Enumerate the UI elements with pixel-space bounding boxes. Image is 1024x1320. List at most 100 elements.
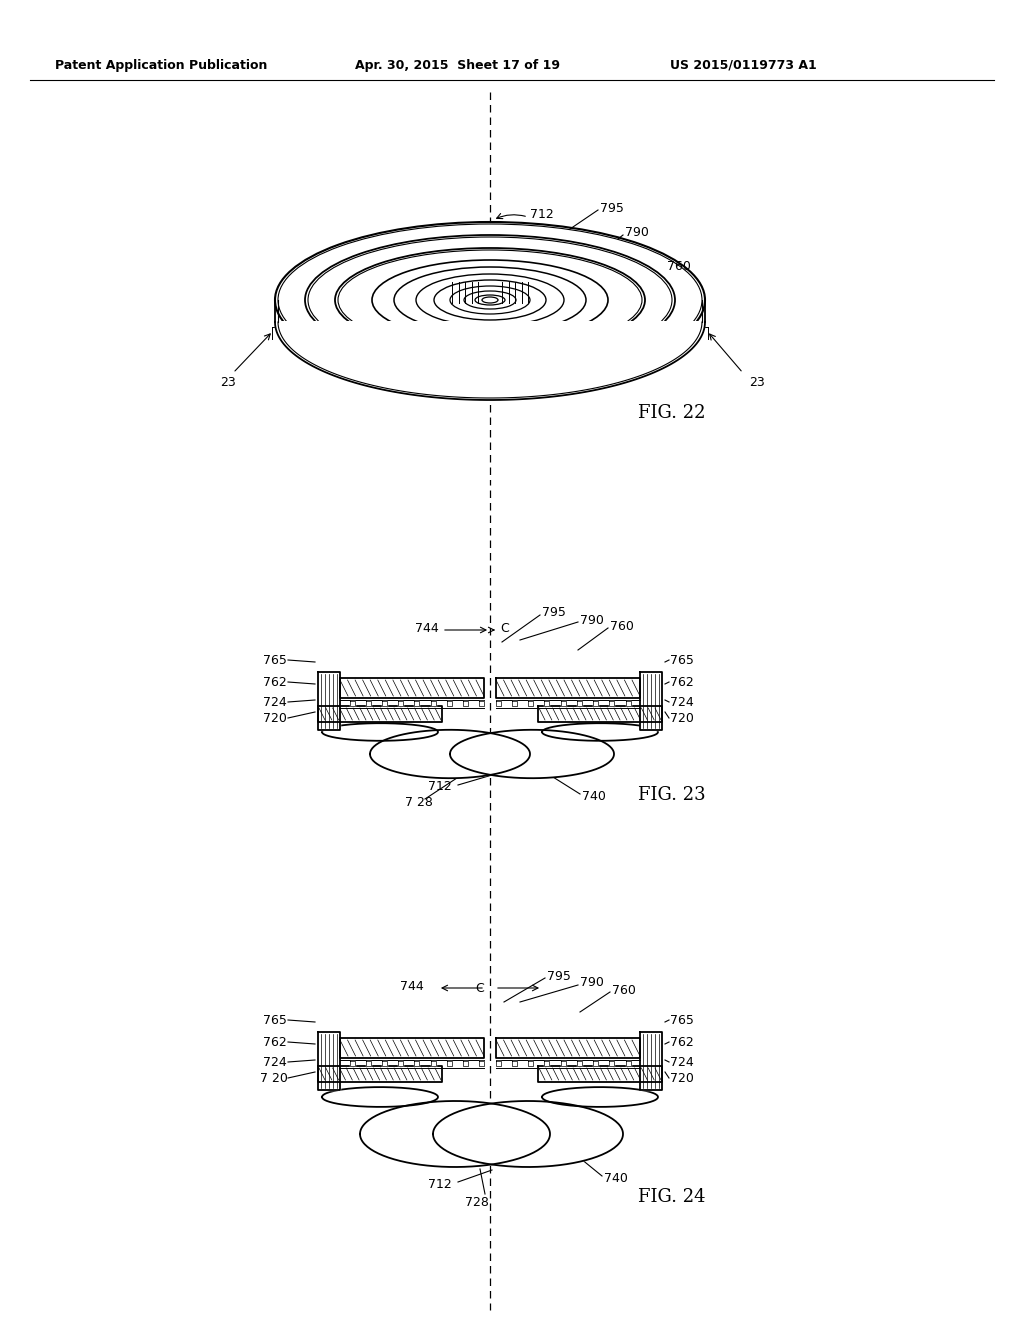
Polygon shape [609,701,614,706]
Text: 724: 724 [263,696,287,709]
Polygon shape [318,706,442,722]
Polygon shape [593,1061,598,1067]
Text: 790: 790 [625,227,649,239]
Polygon shape [431,1061,435,1067]
Ellipse shape [335,248,645,352]
Polygon shape [349,701,354,706]
Polygon shape [382,701,387,706]
Text: FIG. 24: FIG. 24 [638,1188,706,1206]
Text: 720: 720 [670,711,694,725]
Text: 23: 23 [220,376,236,389]
Text: 720: 720 [263,711,287,725]
Polygon shape [496,701,501,706]
Polygon shape [366,701,371,706]
Polygon shape [538,706,662,722]
Text: C: C [475,982,483,994]
Polygon shape [415,701,420,706]
Polygon shape [446,1061,452,1067]
Polygon shape [626,701,631,706]
Text: Apr. 30, 2015  Sheet 17 of 19: Apr. 30, 2015 Sheet 17 of 19 [355,58,560,71]
Polygon shape [496,1061,501,1067]
Text: 712: 712 [428,780,452,793]
Text: 724: 724 [670,696,693,709]
Text: 765: 765 [263,1014,287,1027]
Text: 712: 712 [530,207,554,220]
Polygon shape [545,701,549,706]
Ellipse shape [275,222,705,378]
Text: 762: 762 [263,1035,287,1048]
Polygon shape [398,1061,403,1067]
Text: 762: 762 [670,1035,693,1048]
Text: 795: 795 [600,202,624,214]
Polygon shape [496,678,640,698]
Text: 762: 762 [263,676,287,689]
Polygon shape [545,1061,549,1067]
Polygon shape [560,701,565,706]
Polygon shape [318,1032,340,1090]
Polygon shape [609,1061,614,1067]
Polygon shape [496,1038,640,1059]
Polygon shape [360,1101,550,1167]
Ellipse shape [372,260,608,341]
Polygon shape [275,322,705,400]
Ellipse shape [338,249,642,350]
Polygon shape [528,1061,534,1067]
Text: 760: 760 [610,619,634,632]
Text: 23: 23 [749,376,765,389]
Text: FIG. 23: FIG. 23 [638,785,706,804]
Text: 795: 795 [547,969,570,982]
Text: 790: 790 [580,614,604,627]
Polygon shape [512,1061,517,1067]
Text: 765: 765 [263,653,287,667]
Polygon shape [366,1061,371,1067]
Text: Patent Application Publication: Patent Application Publication [55,58,267,71]
Ellipse shape [450,286,530,314]
Polygon shape [542,1088,658,1107]
Polygon shape [640,672,662,730]
Text: 765: 765 [670,653,694,667]
Polygon shape [415,1061,420,1067]
Polygon shape [479,701,484,706]
Polygon shape [370,730,530,779]
Polygon shape [340,678,484,698]
Text: 762: 762 [670,676,693,689]
Polygon shape [577,1061,582,1067]
Polygon shape [433,1101,623,1167]
Text: 728: 728 [465,1196,488,1209]
Text: FIG. 22: FIG. 22 [638,404,706,422]
Text: 740: 740 [604,1172,628,1184]
Ellipse shape [434,280,546,319]
Ellipse shape [482,297,498,304]
Polygon shape [626,1061,631,1067]
Text: 7 20: 7 20 [260,1072,288,1085]
Polygon shape [593,701,598,706]
Polygon shape [479,1061,484,1067]
Polygon shape [322,1088,438,1107]
Polygon shape [398,701,403,706]
Polygon shape [463,701,468,706]
Text: 760: 760 [612,983,636,997]
Polygon shape [528,701,534,706]
Polygon shape [463,1061,468,1067]
Text: 765: 765 [670,1014,694,1027]
Polygon shape [640,1032,662,1090]
Polygon shape [318,672,340,730]
Polygon shape [560,1061,565,1067]
Ellipse shape [308,238,672,363]
Ellipse shape [464,290,516,309]
Text: 790: 790 [580,977,604,990]
Polygon shape [382,1061,387,1067]
Text: 7 28: 7 28 [406,796,433,808]
Ellipse shape [278,224,702,376]
Polygon shape [577,701,582,706]
Ellipse shape [416,275,564,326]
Text: 744: 744 [415,623,438,635]
Text: 712: 712 [428,1177,452,1191]
Polygon shape [450,730,614,779]
Text: 720: 720 [670,1072,694,1085]
Text: 740: 740 [582,789,606,803]
Polygon shape [512,701,517,706]
Ellipse shape [305,235,675,366]
Ellipse shape [394,267,586,333]
Text: 724: 724 [670,1056,693,1068]
